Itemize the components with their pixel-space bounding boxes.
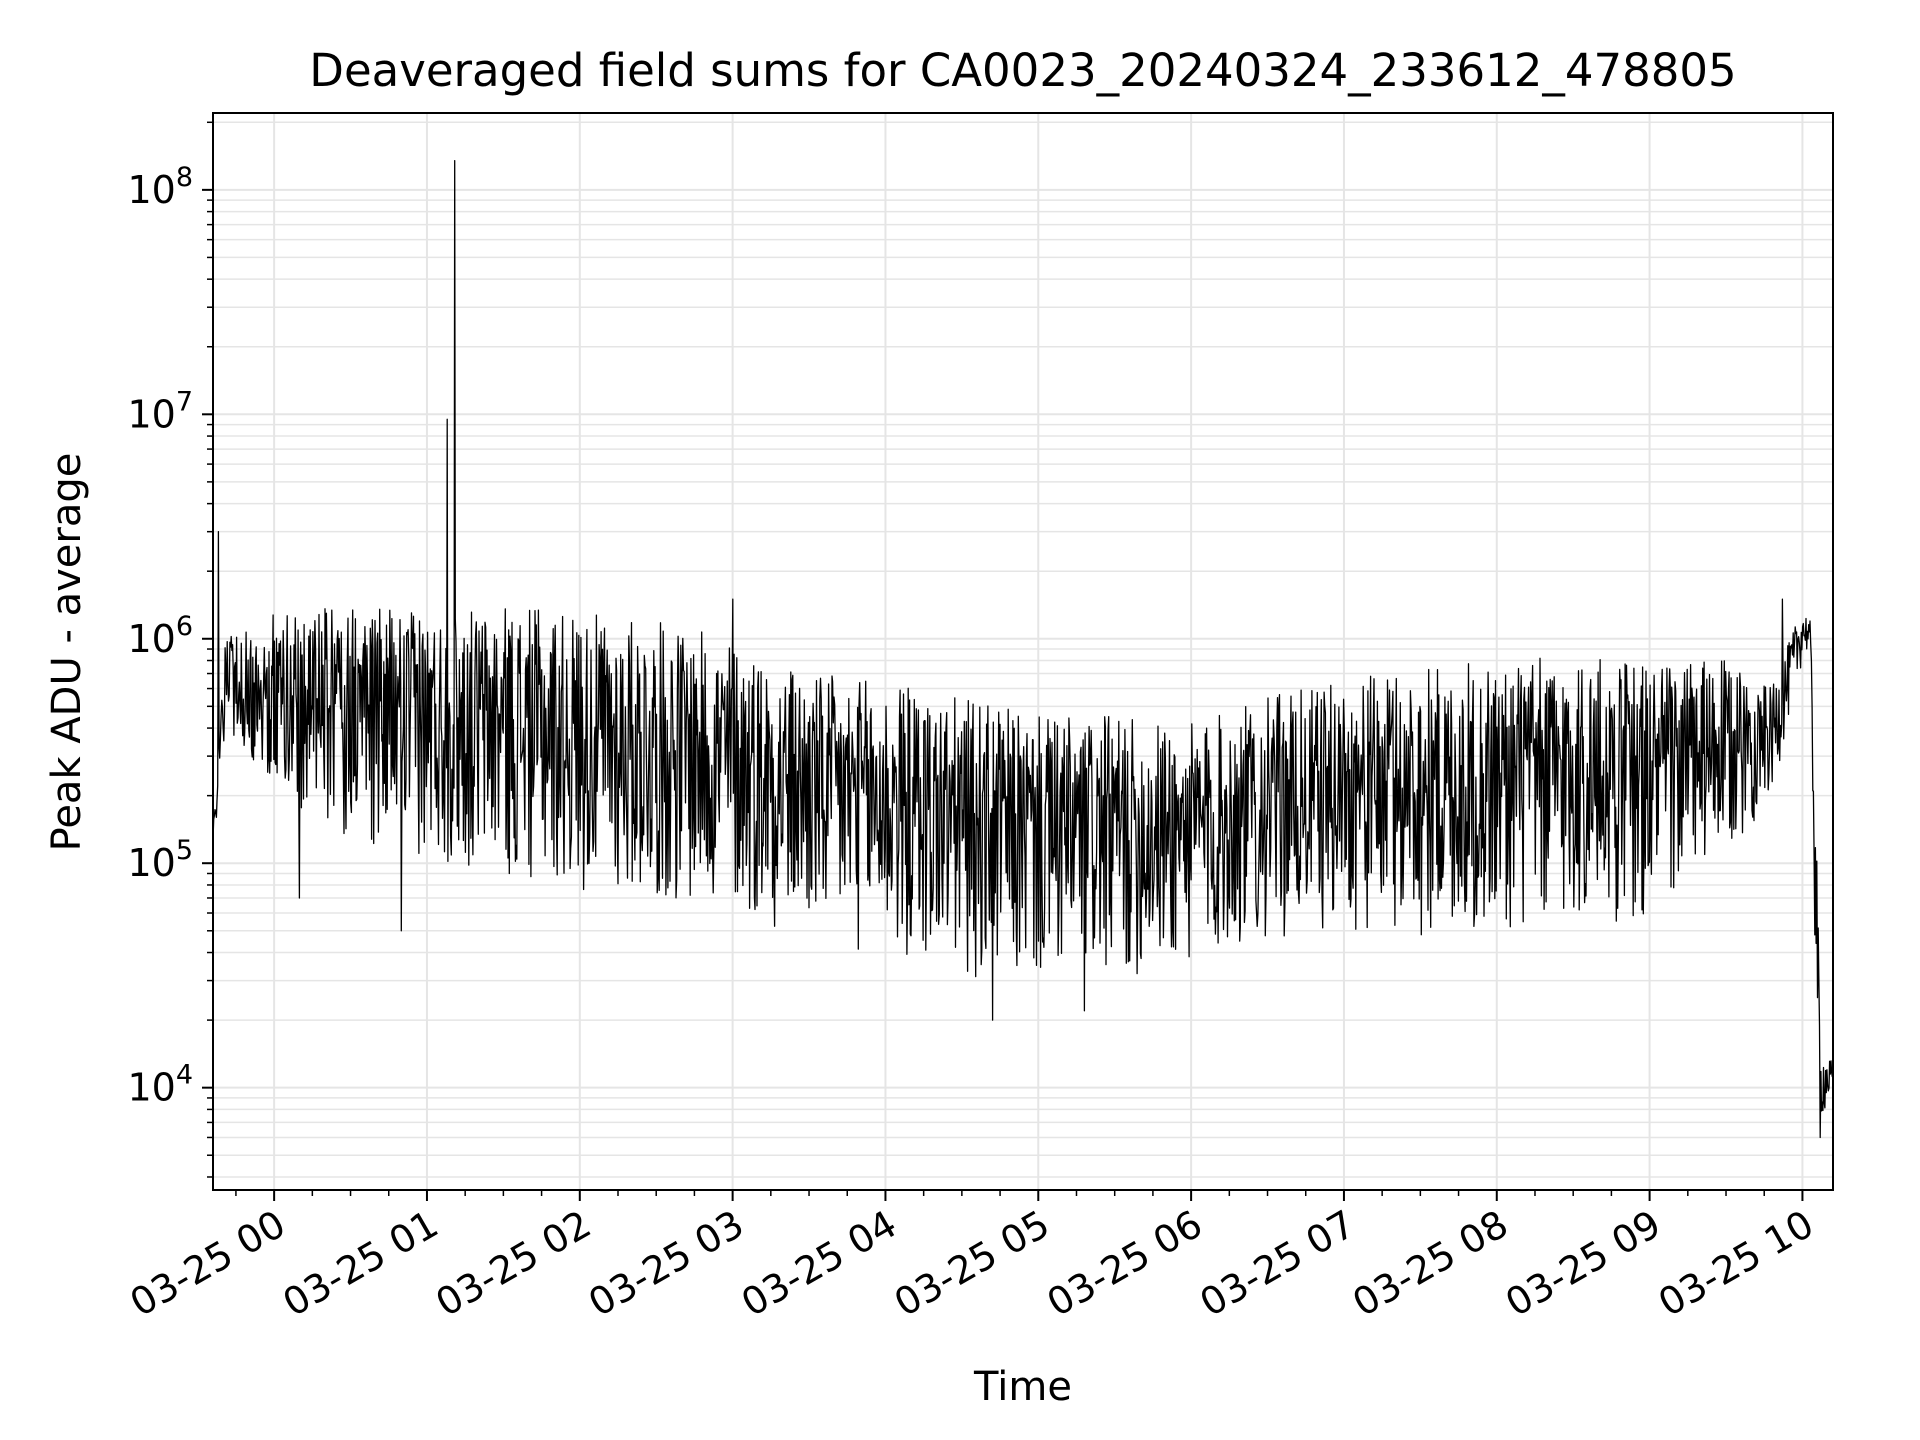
- data-line: [212, 159, 1834, 1139]
- data-series: [212, 159, 1834, 1139]
- y-tick-label: 107: [127, 386, 193, 436]
- y-axis-label: Peak ADU - average: [44, 453, 90, 852]
- grid: [213, 113, 1833, 1190]
- y-tick-label: 108: [127, 162, 193, 212]
- y-tick-label: 105: [127, 835, 193, 885]
- y-tick-label: 104: [127, 1060, 193, 1110]
- chart-title: Deaveraged field sums for CA0023_2024032…: [309, 44, 1736, 97]
- x-axis-label: Time: [973, 1364, 1072, 1410]
- plot-frame: [212, 112, 1834, 1191]
- y-tick-label: 106: [127, 611, 193, 661]
